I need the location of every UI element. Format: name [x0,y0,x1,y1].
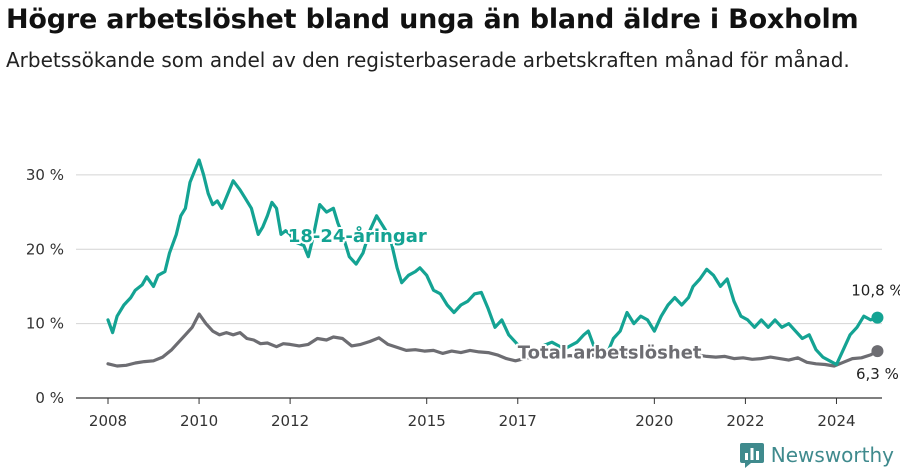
chart-subtitle: Arbetssökande som andel av den registerb… [6,48,850,72]
x-tick-label: 2024 [817,412,855,430]
y-tick-label: 30 % [26,166,64,184]
newsworthy-logo-icon [739,443,764,468]
x-tick-label: 2020 [635,412,673,430]
y-tick-label: 20 % [26,240,64,258]
end-value-label-youth: 10,8 % [851,282,900,300]
chart-title: Högre arbetslöshet bland unga än bland ä… [6,4,859,35]
x-tick-label: 2010 [180,412,218,430]
newsworthy-brand: Newsworthy [739,442,894,468]
brand-name: Newsworthy [770,443,894,467]
series-line-total [106,312,879,368]
series-layer [106,158,884,368]
x-tick-label: 2015 [408,412,446,430]
end-point-total [871,345,884,358]
series-line-youth [106,158,879,367]
series-label-youth: 18-24-åringar [288,225,427,247]
x-tick-label: 2008 [89,412,127,430]
x-tick-label: 2022 [726,412,764,430]
x-tick-label: 2012 [271,412,309,430]
y-tick-label: 10 % [26,315,64,333]
y-tick-label: 0 % [35,389,64,407]
end-point-youth [871,311,884,324]
grid-layer: 0 % 10 % 20 % 30 % 2008 2010 2012 2015 2017 2020 2… [26,166,882,430]
series-label-total: Total arbetslöshet [518,343,702,364]
x-tick-label: 2017 [499,412,537,430]
end-value-label-total: 6,3 % [856,365,899,383]
label-layer: 18-24-åringar Total arbetslöshet 10,8 % 6,3… [286,223,900,383]
